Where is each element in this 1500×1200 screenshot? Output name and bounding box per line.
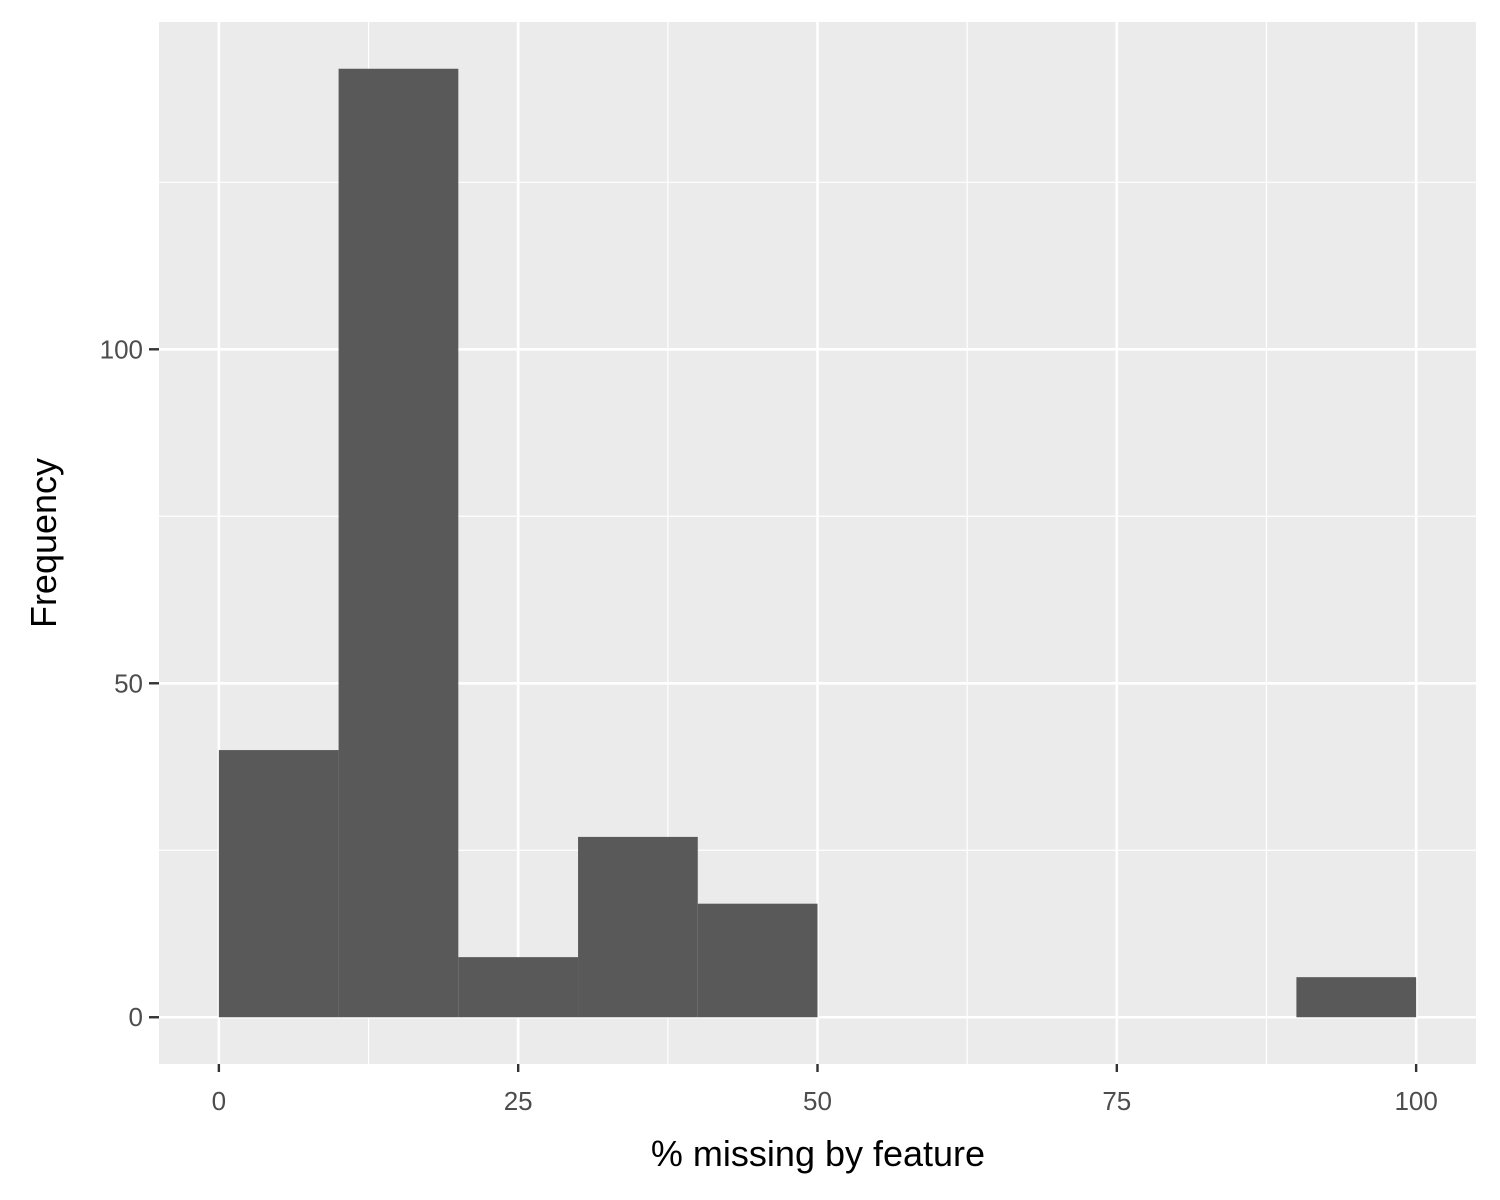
x-axis: 0 25 50 75 100 [212, 1064, 1438, 1116]
x-tick-label: 0 [212, 1086, 226, 1116]
histogram-bar-9 [1296, 977, 1417, 1018]
x-tick-label: 25 [504, 1086, 533, 1116]
x-tick-label: 50 [803, 1086, 832, 1116]
major-gridlines [159, 22, 1476, 1064]
y-tick-label: 0 [129, 1002, 143, 1032]
y-axis: 0 50 100 [100, 334, 159, 1032]
histogram-bar-0 [218, 750, 339, 1018]
x-tick-label: 75 [1102, 1086, 1131, 1116]
histogram-bar-4 [697, 903, 818, 1018]
histogram-bar-1 [338, 68, 459, 1018]
histogram-bars [218, 68, 1417, 1018]
x-axis-title: % missing by feature [651, 1133, 985, 1174]
x-tick-label: 100 [1394, 1086, 1437, 1116]
y-tick-label: 100 [100, 334, 143, 364]
histogram-bar-3 [578, 836, 698, 1018]
y-tick-label: 50 [114, 668, 143, 698]
y-axis-title: Frequency [23, 458, 64, 628]
histogram-bar-2 [458, 957, 579, 1018]
